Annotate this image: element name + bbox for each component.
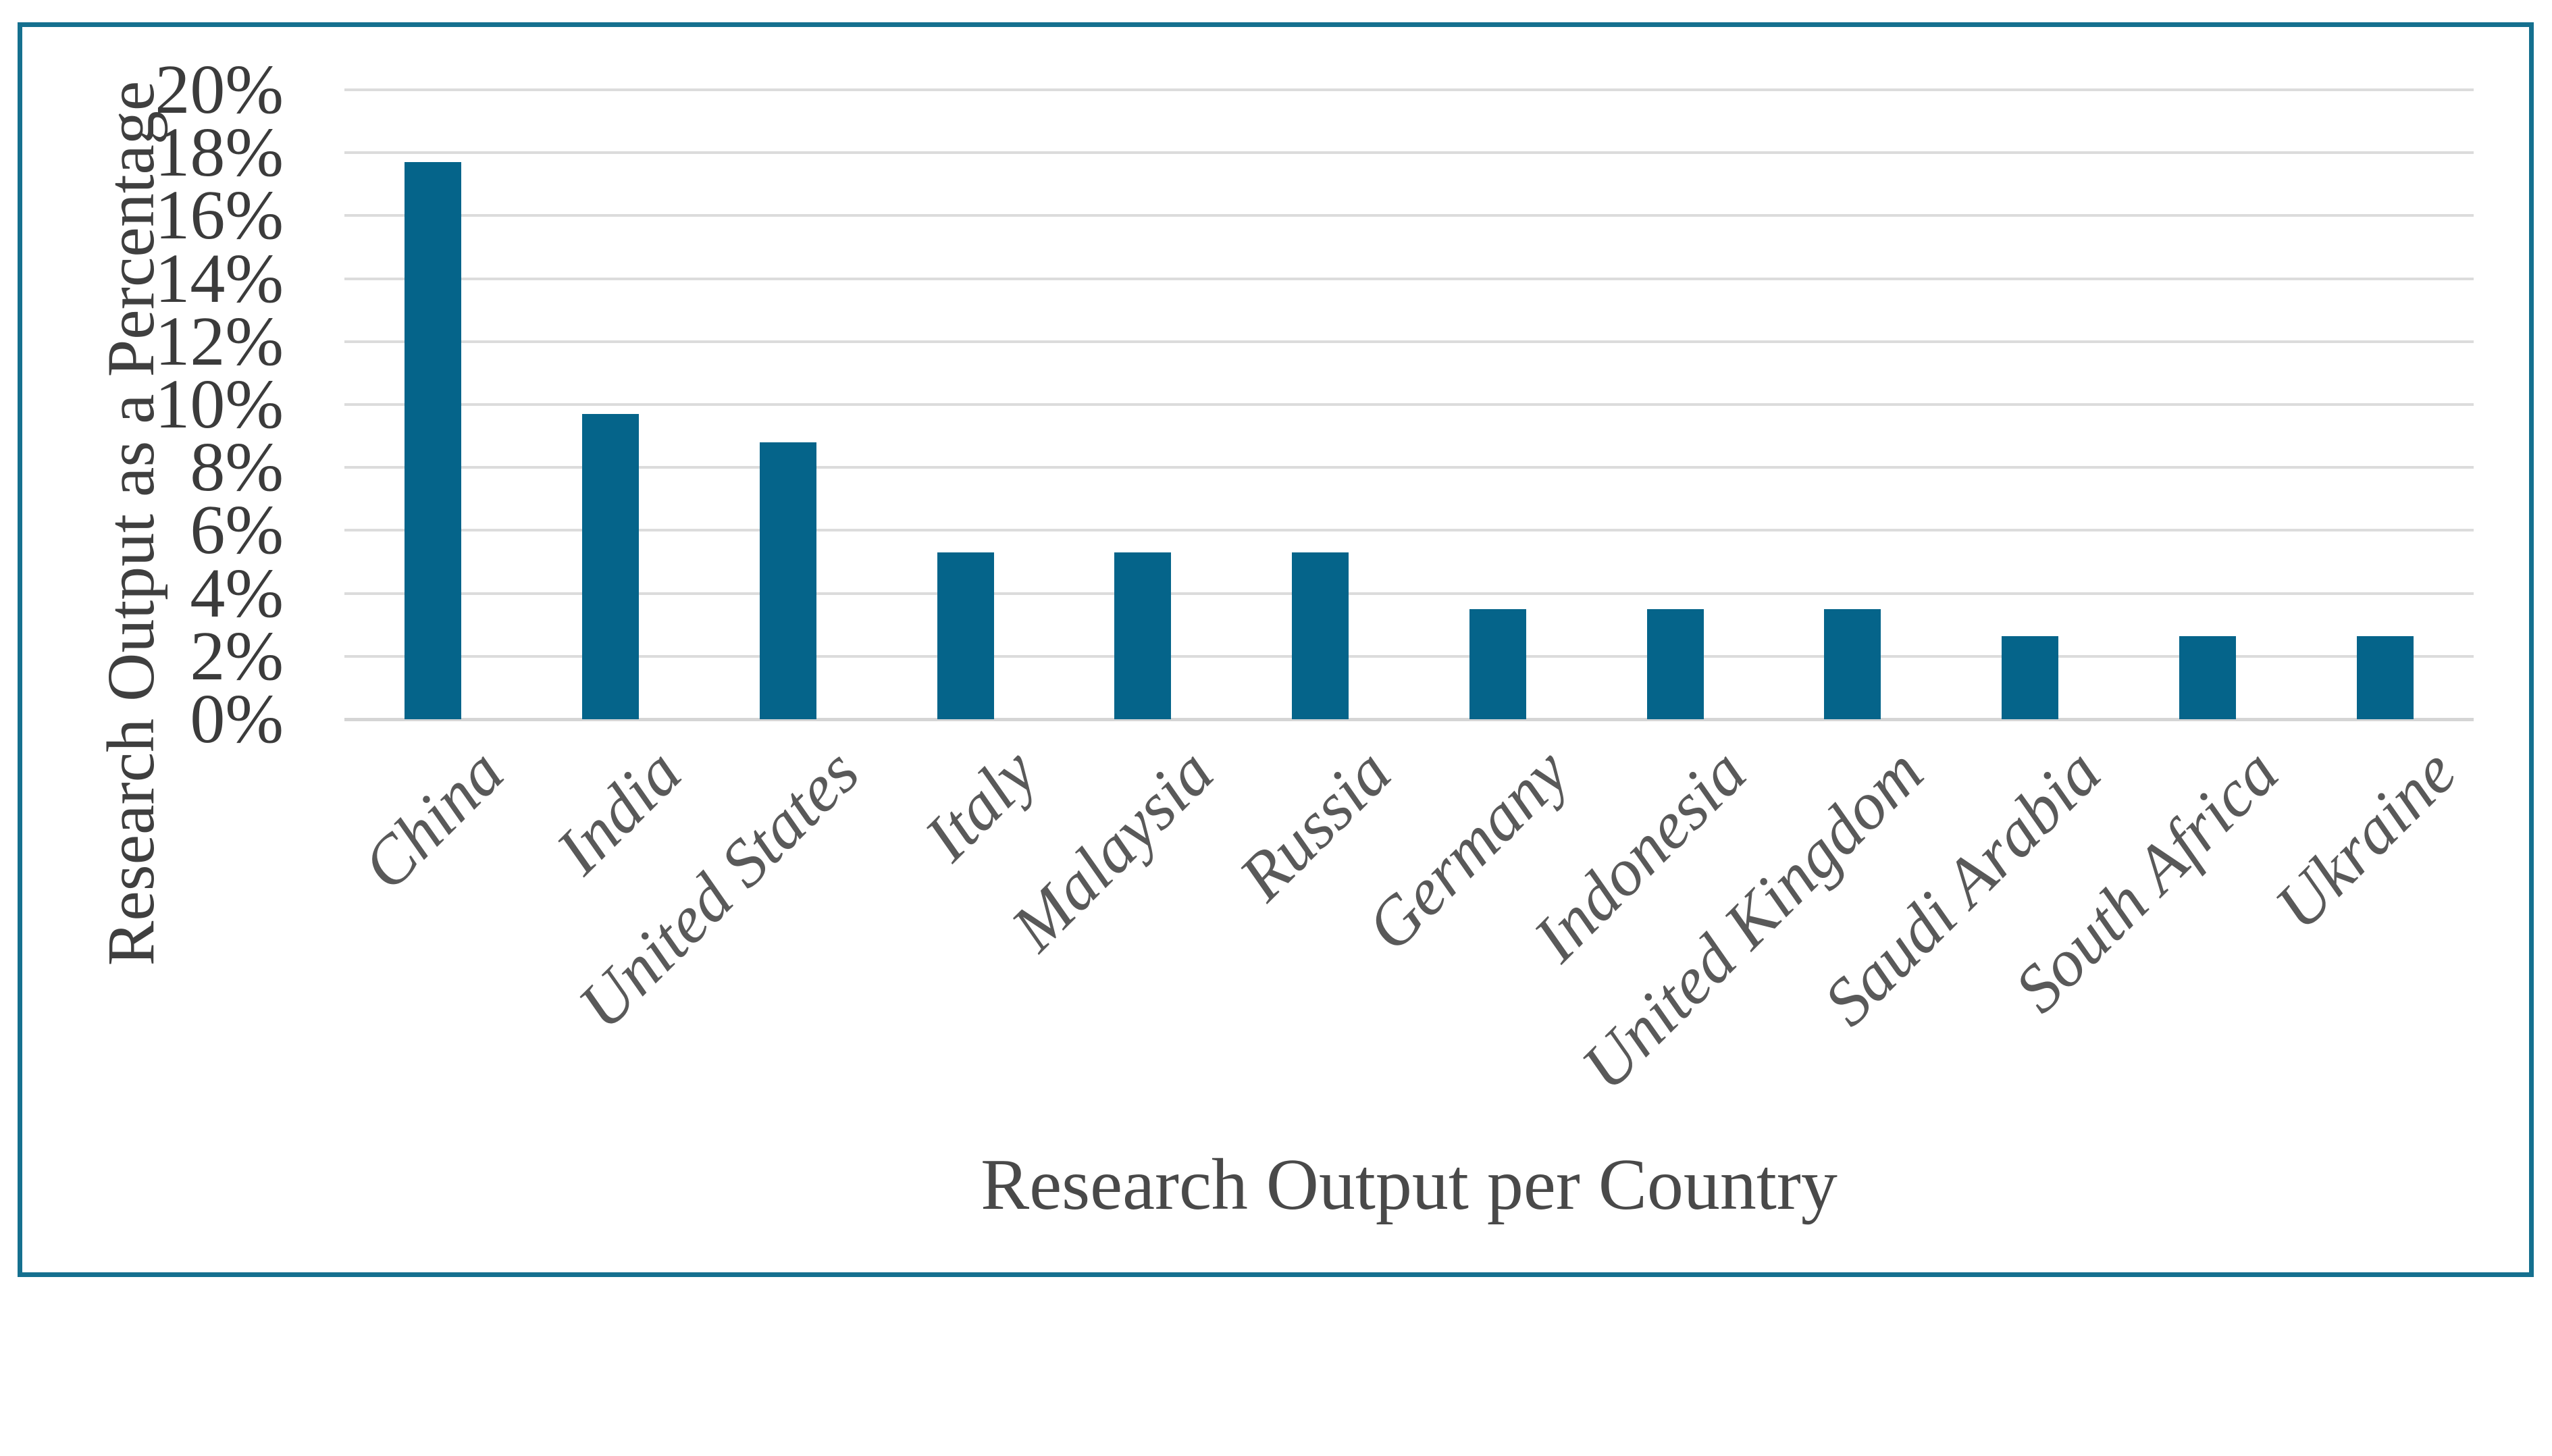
chart-page: { "chart_data": { "type": "bar", "title"… bbox=[18, 22, 2534, 1277]
y-axis-tick-label: 18% bbox=[155, 113, 284, 192]
gridline bbox=[344, 718, 2474, 721]
gridline bbox=[344, 466, 2474, 469]
y-axis-tick-label: 12% bbox=[155, 302, 284, 380]
bar-russia bbox=[1292, 552, 1349, 719]
y-axis-tick-label: 14% bbox=[155, 239, 284, 317]
plot-area: 0% 2% 4% 6% 8% 10% 12% 14% 16% 18% 20% China India U… bbox=[155, 51, 2474, 1104]
gridline bbox=[344, 340, 2474, 343]
bar-germany bbox=[1469, 608, 1526, 719]
bar-south-africa bbox=[2179, 635, 2236, 719]
bar-malaysia bbox=[1114, 552, 1172, 719]
y-axis-tick-label: 16% bbox=[155, 176, 284, 255]
gridline bbox=[344, 592, 2474, 595]
y-axis-tick-label: 8% bbox=[190, 428, 284, 506]
gridline bbox=[344, 151, 2474, 155]
bar-china bbox=[405, 162, 462, 719]
x-axis-title: Research Output per Country bbox=[981, 1145, 1838, 1225]
y-axis-tick-label: 2% bbox=[190, 617, 284, 695]
y-axis-tick-label: 4% bbox=[190, 554, 284, 632]
bar-ukraine bbox=[2356, 635, 2414, 719]
y-axis-tick-label: 0% bbox=[190, 680, 284, 758]
y-axis-title: Research Output as a Percentage bbox=[93, 80, 168, 966]
gridline bbox=[344, 277, 2474, 280]
bar-saudi-arabia bbox=[2002, 635, 2059, 719]
bar-united-states bbox=[759, 442, 816, 719]
bar-united-kingdom bbox=[1824, 608, 1881, 719]
y-axis-tick-label: 20% bbox=[155, 51, 284, 128]
gridline bbox=[344, 403, 2474, 406]
bar-indonesia bbox=[1646, 608, 1704, 719]
gridline bbox=[344, 88, 2474, 91]
y-axis-tick-label: 10% bbox=[155, 365, 284, 443]
gridline bbox=[344, 214, 2474, 217]
bar-india bbox=[582, 413, 640, 719]
gridline bbox=[344, 654, 2474, 658]
gridline bbox=[344, 529, 2474, 532]
bar-italy bbox=[937, 552, 994, 719]
y-axis-tick-label: 6% bbox=[190, 491, 284, 569]
